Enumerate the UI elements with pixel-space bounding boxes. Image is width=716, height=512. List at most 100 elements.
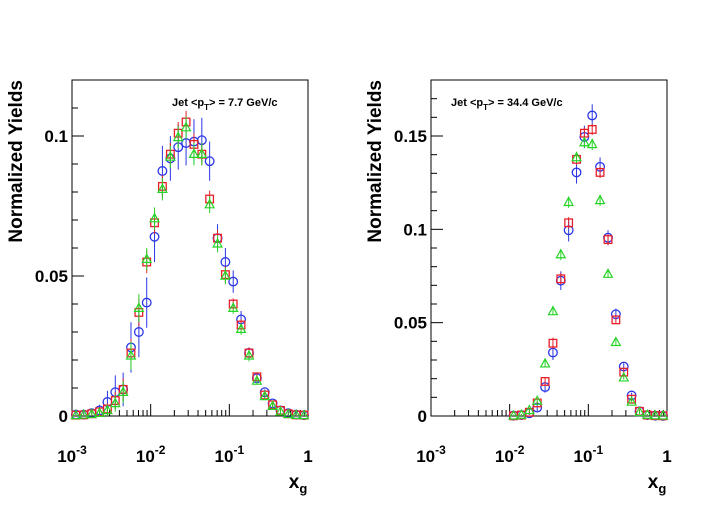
- series-circle: [70, 117, 310, 421]
- y-tick-label: 0.05: [394, 314, 427, 333]
- data-point-triangle: [133, 302, 145, 312]
- x-axis-title-sub: g: [299, 481, 307, 496]
- x-tick-exponent: -2: [514, 443, 525, 457]
- data-point-triangle: [586, 138, 598, 149]
- x-axis-title: xg: [289, 472, 308, 496]
- data-point-circle: [587, 110, 598, 121]
- data-point-triangle: [649, 409, 661, 420]
- y-tick-label: 0.1: [44, 127, 68, 146]
- x-tick-exponent: -3: [76, 443, 87, 457]
- data-point-triangle: [204, 198, 216, 209]
- data-point-triangle: [657, 409, 669, 420]
- jet-pt-annotation: Jet <pT> = 7.7 GeV/c: [172, 97, 278, 112]
- data-point-triangle: [267, 400, 279, 410]
- data-point-square: [548, 338, 558, 348]
- x-tick-base: 10: [136, 447, 155, 466]
- data-point-triangle: [539, 357, 551, 368]
- series-triangle: [70, 116, 310, 420]
- y-axis-title: Normalized Yields: [365, 80, 386, 243]
- data-point-triangle: [243, 349, 255, 360]
- x-axis-title: xg: [648, 472, 667, 496]
- data-point-triangle: [618, 371, 630, 382]
- x-tick-label: 10-3: [57, 443, 87, 466]
- x-axis-title-main: x: [289, 472, 300, 493]
- x-tick-base: 10: [495, 447, 514, 466]
- data-point-triangle: [641, 409, 653, 419]
- jet-pt-annotation: Jet <pT> = 34.4 GeV/c: [451, 97, 563, 112]
- data-point-triangle: [634, 406, 645, 417]
- annotation-subscript: T: [204, 103, 209, 112]
- y-tick-label: 0: [418, 407, 427, 426]
- data-point-triangle: [523, 404, 535, 415]
- data-point-triangle: [196, 148, 208, 158]
- annotation-text: > = 7.7 GeV/c: [209, 97, 278, 109]
- data-point-triangle: [290, 409, 302, 419]
- data-point-triangle: [125, 349, 137, 360]
- data-point-triangle: [298, 409, 310, 420]
- x-tick-exponent: -1: [592, 443, 603, 457]
- data-point-triangle: [508, 409, 519, 420]
- data-point-triangle: [571, 151, 582, 162]
- data-point-triangle: [563, 196, 575, 207]
- x-tick-exponent: -2: [155, 443, 166, 457]
- data-point-square: [564, 218, 574, 228]
- x-tick-exponent: -3: [435, 443, 446, 457]
- data-point-circle: [141, 297, 152, 308]
- data-point-triangle: [212, 237, 223, 248]
- y-tick-label: 0.05: [35, 267, 68, 286]
- data-point-triangle: [86, 408, 98, 419]
- x-tick-label: 10-3: [416, 443, 446, 466]
- data-point-triangle: [102, 404, 113, 415]
- x-tick-base: 1: [662, 447, 671, 466]
- x-axis-title-sub: g: [658, 481, 666, 496]
- y-tick-label: 0: [59, 407, 68, 426]
- x-tick-label: 10-1: [215, 443, 245, 466]
- annotation-subscript: T: [483, 103, 488, 112]
- data-point-triangle: [275, 405, 286, 416]
- x-tick-label: 10-2: [495, 443, 525, 466]
- x-tick-base: 10: [574, 447, 593, 466]
- data-point-square: [603, 235, 613, 245]
- data-point-triangle: [94, 407, 105, 417]
- x-tick-base: 10: [57, 447, 76, 466]
- data-point-triangle: [610, 336, 622, 347]
- data-point-triangle: [602, 268, 614, 278]
- x-tick-exponent: -1: [233, 443, 244, 457]
- annotation-text: Jet <p: [172, 97, 204, 109]
- data-point-triangle: [547, 305, 559, 316]
- data-point-triangle: [219, 269, 231, 280]
- data-point-triangle: [251, 374, 263, 385]
- x-tick-base: 10: [416, 447, 435, 466]
- data-point-triangle: [578, 136, 590, 147]
- data-point-square: [587, 125, 597, 134]
- data-point-triangle: [164, 150, 176, 161]
- data-point-square: [556, 274, 566, 284]
- data-point-triangle: [78, 408, 90, 419]
- data-point-triangle: [626, 395, 638, 406]
- series-circle: [508, 104, 669, 421]
- data-point-triangle: [555, 248, 567, 259]
- data-point-square: [611, 315, 621, 325]
- data-point-triangle: [235, 323, 247, 333]
- x-tick-base: 1: [303, 447, 312, 466]
- series-triangle: [508, 136, 669, 420]
- annotation-text: Jet <p: [451, 97, 483, 109]
- data-point-triangle: [259, 390, 271, 401]
- data-point-square: [540, 377, 550, 386]
- data-point-circle: [228, 276, 239, 287]
- data-point-triangle: [156, 183, 168, 193]
- x-axis-title-main: x: [648, 472, 659, 493]
- data-point-triangle: [172, 131, 184, 142]
- data-point-circle: [204, 156, 215, 167]
- data-point-triangle: [70, 409, 82, 420]
- data-point-triangle: [188, 148, 200, 158]
- annotation-text: > = 34.4 GeV/c: [488, 97, 563, 109]
- data-point-triangle: [531, 395, 543, 405]
- data-point-triangle: [227, 302, 239, 312]
- data-point-circle: [133, 327, 144, 337]
- data-point-triangle: [282, 408, 294, 419]
- data-point-triangle: [149, 212, 160, 223]
